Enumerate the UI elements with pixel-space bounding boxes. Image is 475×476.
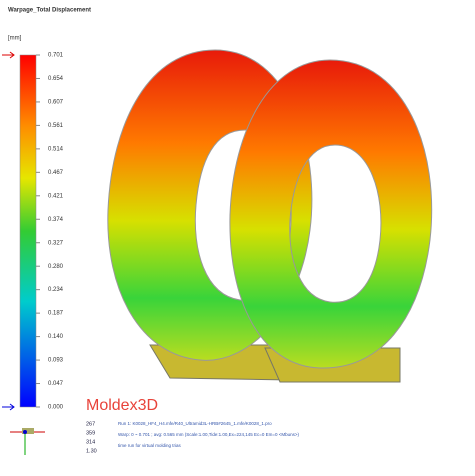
legend-label: 0.093 bbox=[48, 358, 64, 364]
axis-icon bbox=[10, 428, 45, 455]
footer: 267 359 314 1.30 Run 1: K0028_HF4_H4.mfe/R40… bbox=[86, 421, 300, 454]
legend-label: 0.280 bbox=[48, 264, 64, 270]
unit: [mm] bbox=[8, 36, 22, 42]
legend-label: 0.467 bbox=[48, 170, 64, 176]
info-number: 267 bbox=[86, 421, 95, 427]
color-bar bbox=[19, 54, 37, 408]
info-number: 314 bbox=[86, 439, 95, 445]
min-arrow bbox=[2, 403, 15, 411]
info-line: Run 1: K0028_HF4_H4.mfe/R40_Ultramid3L-H… bbox=[118, 421, 272, 426]
info-number: 1.30 bbox=[86, 448, 97, 454]
legend-label: 0.047 bbox=[48, 381, 64, 387]
legend-label: 0.000 bbox=[48, 405, 64, 411]
title: Warpage_Total Displacement bbox=[8, 8, 91, 14]
legend-label: 0.421 bbox=[48, 193, 64, 199]
legend-label: 0.187 bbox=[48, 311, 64, 317]
info-number: 359 bbox=[86, 430, 95, 436]
ring-right bbox=[229, 59, 433, 369]
info-line: time run for virtual molding trias bbox=[118, 443, 182, 448]
info-line: Warp: 0 ~ 0.701 ; avg: 0.565 mm (Scale:1… bbox=[118, 432, 300, 437]
brand: Moldex3D bbox=[86, 397, 158, 414]
legend-labels: 0.701 0.654 0.607 0.561 0.514 0.467 0.421 0.374… bbox=[36, 53, 64, 411]
legend-label: 0.561 bbox=[48, 123, 64, 129]
legend-label: 0.514 bbox=[48, 146, 64, 152]
legend-label: 0.374 bbox=[48, 217, 64, 223]
legend-label: 0.607 bbox=[48, 100, 64, 106]
legend-label: 0.327 bbox=[48, 240, 64, 246]
legend-label: 0.654 bbox=[48, 76, 64, 82]
legend-label: 0.234 bbox=[48, 287, 64, 293]
legend-label: 0.701 bbox=[48, 53, 64, 59]
legend-label: 0.140 bbox=[48, 334, 64, 340]
max-arrow bbox=[2, 51, 15, 59]
